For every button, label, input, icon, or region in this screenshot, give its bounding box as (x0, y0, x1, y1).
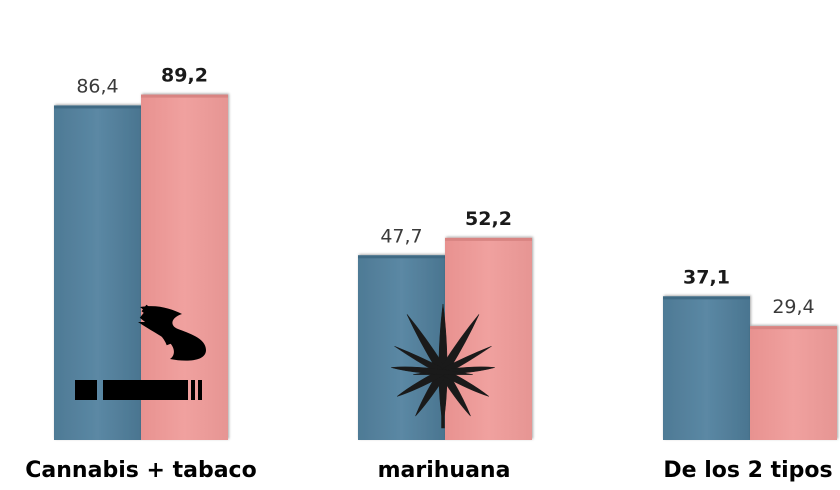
value-label-marihuana-series-1: 47,7 (380, 225, 422, 247)
cigarette-smoke-icon (75, 304, 206, 400)
bar-de-los-2-tipos-series-2 (750, 326, 837, 440)
value-label-de-los-2-tipos-series-1: 37,1 (683, 266, 730, 288)
bar-top-edge-marihuana-series-2 (445, 237, 532, 241)
category-label-de-los-2-tipos: De los 2 tipos (663, 458, 832, 483)
value-label-cannabis-tabaco-series-1: 86,4 (76, 75, 118, 97)
value-label-cannabis-tabaco-series-2: 89,2 (161, 65, 208, 87)
value-label-de-los-2-tipos-series-2: 29,4 (772, 296, 814, 318)
bar-top-edge-de-los-2-tipos-series-2 (750, 326, 837, 330)
bar-top-edge-cannabis-tabaco-series-1 (54, 105, 141, 109)
bar-top-edge-de-los-2-tipos-series-1 (663, 296, 750, 300)
bar-marihuana-series-2 (445, 237, 532, 440)
cannabis-leaf-icon (391, 303, 495, 429)
bar-top-edge-cannabis-tabaco-series-2 (141, 94, 228, 98)
category-label-cannabis-tabaco: Cannabis + tabaco (25, 458, 256, 483)
value-label-marihuana-series-2: 52,2 (465, 208, 512, 230)
bar-de-los-2-tipos-series-1 (663, 296, 750, 440)
bar-top-edge-marihuana-series-1 (358, 255, 445, 259)
value-labels-group: 86,4 89,2 47,7 52,2 37,1 29,4 (76, 65, 814, 319)
category-label-marihuana: marihuana (378, 458, 511, 483)
